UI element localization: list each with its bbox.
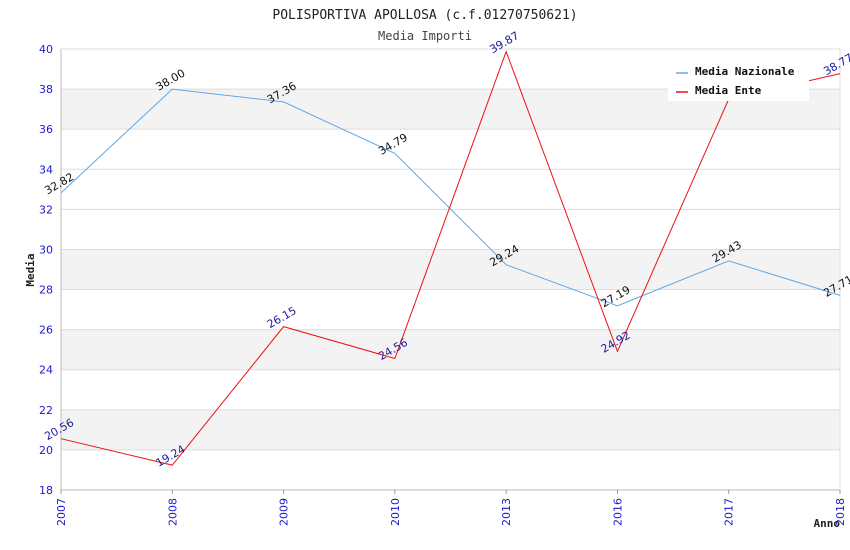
x-tick-label: 2017 [723, 498, 736, 526]
y-tick-label: 32 [39, 203, 53, 216]
y-tick-label: 34 [39, 163, 53, 176]
y-tick-label: 36 [39, 123, 53, 136]
x-tick-labels: 2007 2008 2009 2010 2013 2016 2017 2018 [55, 498, 847, 526]
y-tick-label: 24 [39, 364, 53, 377]
axes [60, 49, 841, 494]
y-axis-label: Media [24, 253, 37, 286]
y-tick-label: 40 [39, 43, 53, 56]
x-tick-label: 2016 [611, 498, 624, 526]
y-tick-labels: 18 20 22 24 26 28 30 32 34 36 38 40 [39, 43, 53, 497]
chart-title: POLISPORTIVA APOLLOSA (c.f.01270750621) [272, 8, 577, 23]
x-axis-label: Anno [814, 517, 841, 530]
x-tick-label: 2018 [834, 498, 847, 526]
y-tick-label: 18 [39, 484, 53, 497]
series-line-media-nazionale [60, 88, 841, 307]
grid-band [61, 409, 840, 450]
series-lines [60, 50, 841, 466]
data-label: 38.77 [821, 51, 850, 78]
x-tick-label: 2013 [500, 498, 513, 526]
x-tick-label: 2010 [389, 498, 402, 526]
x-tick-label: 2008 [166, 498, 179, 526]
y-tick-label: 20 [39, 444, 53, 457]
legend-box [668, 61, 809, 101]
legend-label-media-nazionale: Media Nazionale [695, 65, 795, 78]
x-tick-label: 2007 [55, 498, 68, 526]
legend-label-media-ente: Media Ente [695, 84, 762, 97]
y-tick-label: 26 [39, 324, 53, 337]
grid-band [61, 249, 840, 290]
y-tick-label: 30 [39, 243, 53, 256]
chart-subtitle: Media Importi [378, 29, 472, 43]
grid-bands [61, 89, 840, 450]
y-tick-label: 38 [39, 83, 53, 96]
data-label: 26.15 [265, 304, 299, 331]
grid-band [61, 329, 840, 370]
data-label: 34.79 [376, 131, 410, 158]
y-tick-label: 22 [39, 404, 53, 417]
legend: Media Nazionale Media Ente [668, 61, 809, 101]
y-tick-label: 28 [39, 284, 53, 297]
x-tick-label: 2009 [278, 498, 291, 526]
series-line-media-ente [60, 50, 841, 466]
data-label: 39.87 [488, 29, 522, 56]
